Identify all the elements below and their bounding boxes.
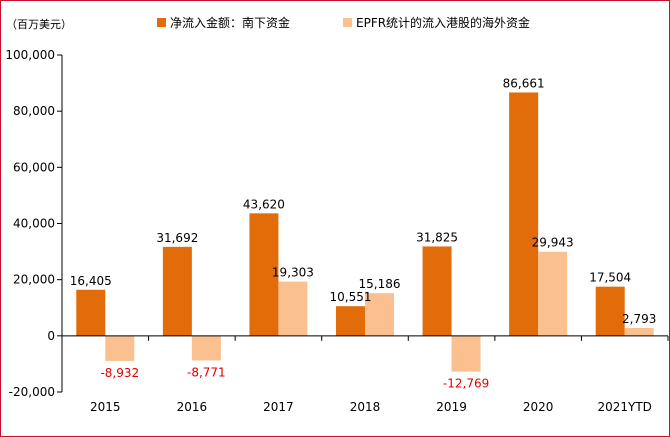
y-tick-label: 80,000 <box>13 104 55 118</box>
y-tick-label: 100,000 <box>5 48 55 62</box>
value-label-southbound-2020: 86,661 <box>503 76 545 90</box>
bar-epfr-2016 <box>191 335 221 361</box>
bar-southbound-2015 <box>76 289 106 336</box>
y-tick-label: -20,000 <box>9 385 55 399</box>
unit-label: （百万美元） <box>6 18 72 31</box>
bar-southbound-2017 <box>249 213 279 336</box>
value-label-epfr-2016: -8,771 <box>187 365 226 379</box>
bar-southbound-2020 <box>509 92 539 336</box>
value-label-southbound-2016: 31,692 <box>156 231 198 245</box>
bar-southbound-2018 <box>336 306 365 336</box>
value-label-epfr-2021YTD: 2,793 <box>622 312 656 326</box>
legend-swatch-epfr <box>343 18 352 27</box>
x-category-label: 2018 <box>350 400 381 414</box>
bar-southbound-2019 <box>422 246 452 336</box>
x-category-label: 2016 <box>177 400 208 414</box>
bar-southbound-2021YTD <box>595 286 625 336</box>
bar-epfr-2021YTD <box>624 327 654 336</box>
bar-epfr-2017 <box>278 281 308 336</box>
x-category-label: 2019 <box>436 400 467 414</box>
x-category-label: 2017 <box>263 400 294 414</box>
value-label-epfr-2015: -8,932 <box>100 366 139 380</box>
y-tick-label: 60,000 <box>13 160 55 174</box>
legend-label-southbound: 净流入金额：南下资金 <box>170 15 290 30</box>
value-label-epfr-2020: 29,943 <box>532 236 574 250</box>
legend-label-epfr: EPFR统计的流入港股的海外资金 <box>356 15 530 30</box>
bar-southbound-2016 <box>162 246 192 336</box>
bar-epfr-2019 <box>451 335 481 372</box>
y-tick-label: 20,000 <box>13 273 55 287</box>
legend-swatch-southbound <box>157 18 166 27</box>
x-category-label: 2020 <box>523 400 554 414</box>
value-label-southbound-2015: 16,405 <box>70 274 112 288</box>
bars <box>76 92 654 372</box>
x-axis: 2015 2016 2017 2018 2019 2020 2021YTD <box>61 335 669 414</box>
x-category-label: 2021YTD <box>597 400 651 414</box>
value-labels: 16,405 -8,932 31,692 -8,771 43,620 19,303 10,5… <box>70 76 657 390</box>
bar-epfr-2015 <box>105 335 135 361</box>
y-tick-label: 40,000 <box>13 217 55 231</box>
x-category-label: 2015 <box>90 400 121 414</box>
y-axis-ticks: -20,000 0 20,000 40,000 60,000 80,000 100,000 <box>5 48 63 399</box>
value-label-southbound-2017: 43,620 <box>243 197 285 211</box>
bar-epfr-2018 <box>365 293 394 336</box>
value-label-southbound-2019: 31,825 <box>416 230 458 244</box>
value-label-southbound-2018: 10,551 <box>330 290 372 304</box>
value-label-epfr-2017: 19,303 <box>272 266 314 280</box>
value-label-epfr-2018: 15,186 <box>359 277 401 291</box>
bar-epfr-2020 <box>538 251 568 336</box>
value-label-epfr-2019: -12,769 <box>443 377 489 391</box>
value-label-southbound-2021YTD: 17,504 <box>589 271 631 285</box>
y-tick-label: 0 <box>47 329 55 343</box>
